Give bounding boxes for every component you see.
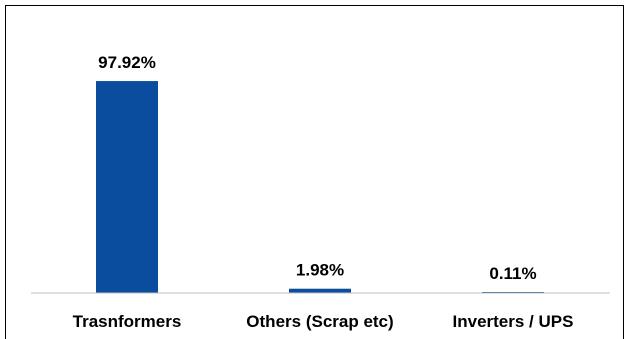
category-label-1: Others (Scrap etc) — [246, 312, 393, 331]
bar-0 — [96, 81, 158, 294]
data-label-0: 97.92% — [98, 53, 156, 72]
category-label-0: Trasnformers — [73, 312, 182, 331]
data-label-1: 1.98% — [296, 261, 344, 280]
category-label-2: Inverters / UPS — [453, 312, 574, 331]
data-label-2: 0.11% — [489, 264, 536, 283]
bar-1 — [289, 288, 351, 293]
